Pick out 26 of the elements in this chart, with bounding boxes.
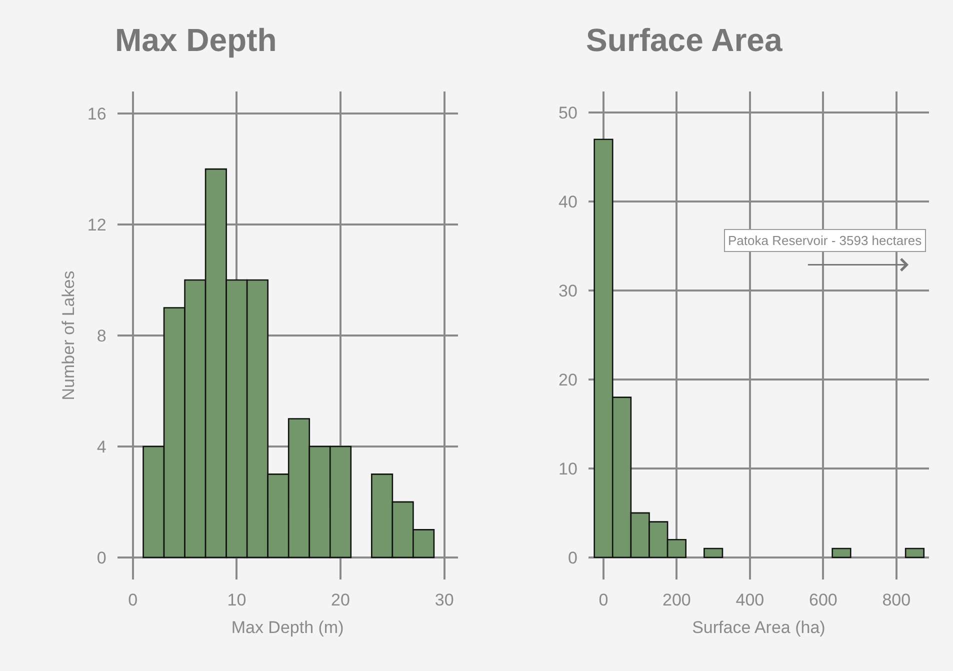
x-axis-title: Surface Area (ha) [692,618,826,638]
x-tick-label: 20 [331,590,350,610]
y-tick-label: 50 [558,104,578,123]
y-tick-label: 30 [558,282,578,301]
y-tick-label: 8 [96,326,106,346]
y-tick-label: 40 [558,192,578,212]
y-axis-title: Number of Lakes [58,270,78,400]
y-tick-label: 0 [568,548,578,568]
y-tick-label: 16 [87,104,106,124]
y-tick-label: 10 [558,459,578,478]
y-tick-label: 4 [96,437,106,456]
x-tick-label: 800 [882,590,911,610]
annotation: Patoka Reservoir - 3593 hectares [728,233,922,248]
chart-title: Surface Area [586,22,782,58]
x-axis-title: Max Depth (m) [231,618,344,638]
y-tick-label: 20 [558,370,578,390]
x-tick-label: 200 [662,590,691,610]
chart-title: Max Depth [115,22,277,58]
x-tick-label: 30 [434,590,454,610]
y-tick-label: 0 [96,548,106,568]
x-tick-label: 0 [128,590,138,610]
x-tick-label: 10 [227,590,246,610]
x-tick-label: 0 [598,590,608,610]
x-tick-label: 400 [736,590,764,610]
y-tick-label: 12 [87,215,106,234]
x-tick-label: 600 [808,590,838,610]
